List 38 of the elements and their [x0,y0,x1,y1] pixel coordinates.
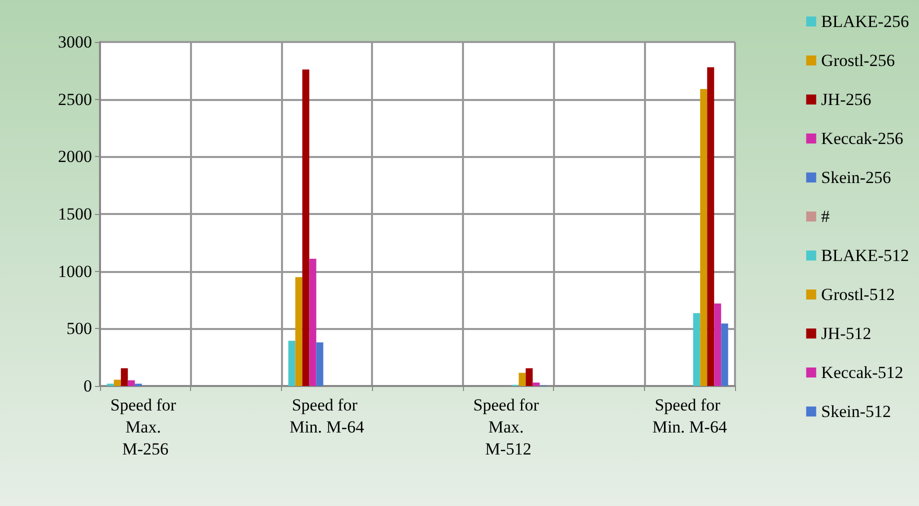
bar [295,277,302,386]
bar [518,372,526,386]
legend-label: Skein-256 [821,168,892,187]
bar [128,380,135,386]
legend-label: JH-512 [821,324,872,343]
y-tick-label: 2500 [58,90,92,109]
legend-label: BLAKE-256 [821,12,910,31]
legend-label: JH-256 [821,90,872,109]
legend-label: Keccak-256 [821,129,904,148]
bar [302,70,310,386]
bar [532,382,540,386]
bar [526,368,533,386]
bar [288,340,296,386]
bar [700,89,708,386]
bar [316,342,324,386]
y-tick-label: 500 [66,319,92,338]
y-tick-label: 0 [84,376,92,396]
legend-label: Keccak-512 [821,363,904,382]
x-tick-label: Speed for Max. M-256 [110,396,180,458]
x-tick-label: Speed for Max. M-512 [473,396,544,458]
bar [714,303,722,386]
y-tick-label: 2000 [58,147,92,166]
y-tick-label: 1000 [58,262,92,281]
y-tick-label: 1500 [58,204,92,224]
bar [721,324,728,386]
legend-label: BLAKE-512 [821,246,910,265]
bar [693,313,700,386]
legend-label: Skein-512 [821,402,892,421]
bar [120,368,128,386]
bar [309,258,316,386]
bar [707,67,714,386]
legend-label: Grostl-256 [821,51,895,70]
legend-label: Grostl-512 [821,285,895,304]
legend-label: # [821,207,830,226]
x-tick-label: Speed for Min. M-64 [652,396,728,436]
y-tick-label: 3000 [58,32,92,52]
x-tick-label: Speed for Min. M-64 [289,396,365,436]
bar [114,380,121,386]
